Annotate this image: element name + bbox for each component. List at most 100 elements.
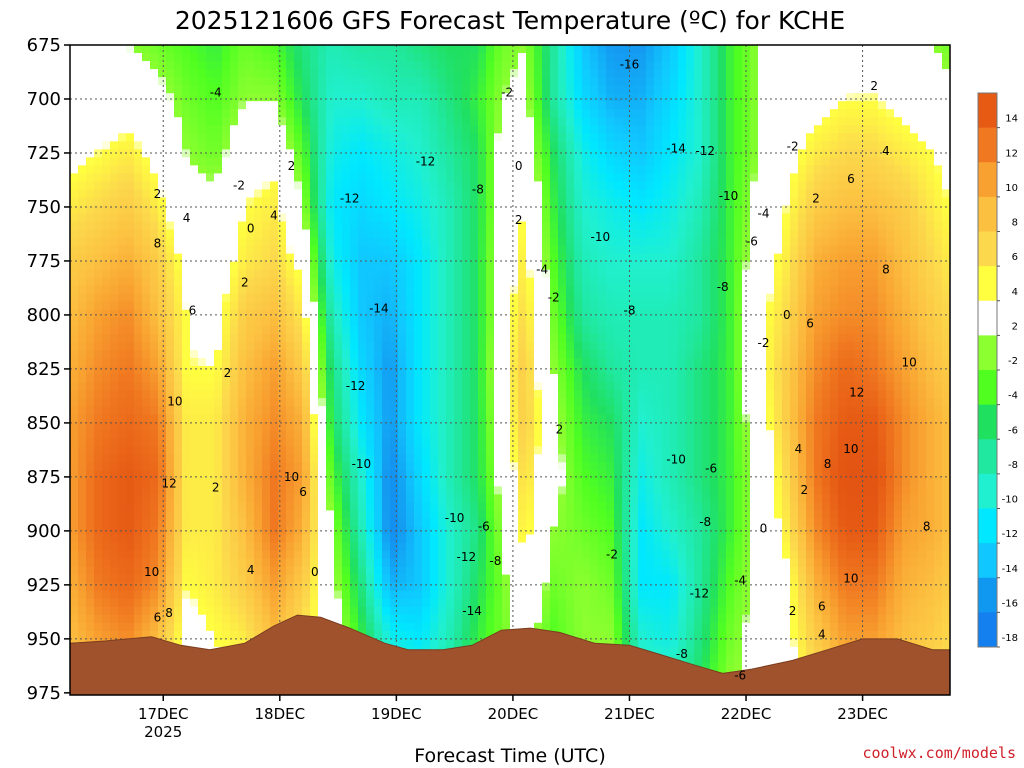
temp-cell [558,422,567,431]
temp-cell [222,293,231,303]
temp-cell [510,277,519,287]
temp-cell [470,446,479,455]
temp-cell [262,141,271,150]
temp-cell [302,309,311,319]
temp-cell [534,221,543,231]
temp-cell [94,165,103,174]
temp-cell [462,149,471,158]
temp-cell [542,117,551,126]
temp-cell [454,109,463,118]
temp-cell [150,261,159,271]
temp-cell [342,614,351,624]
temp-cell [254,349,263,359]
temp-cell [342,301,351,311]
temp-cell [390,101,399,110]
temp-cell [350,149,359,158]
temp-cell [374,157,383,166]
temp-cell [310,117,319,126]
temp-cell [318,269,327,279]
temp-cell [278,165,287,174]
temp-cell [350,422,359,431]
temp-cell [334,101,343,110]
temp-cell [134,566,143,576]
temp-cell [390,301,399,311]
temp-cell [470,181,479,191]
temp-cell [78,590,87,600]
temp-cell [278,582,287,592]
temp-cell [374,357,383,367]
temp-cell [414,470,423,479]
temp-cell [238,606,247,616]
temp-cell [438,630,447,640]
temp-cell [158,229,167,239]
temp-cell [438,333,447,343]
temp-cell [518,141,527,150]
temp-cell [214,197,223,207]
temp-cell [454,301,463,311]
temp-cell [174,61,183,70]
temp-cell [214,357,223,367]
temp-cell [454,277,463,287]
temp-cell [110,277,119,287]
temp-cell [238,566,247,576]
temp-cell [238,133,247,142]
temp-cell [110,614,119,624]
temp-cell [494,622,503,632]
temp-cell [462,494,471,503]
temp-cell [118,349,127,359]
temp-cell [382,590,391,600]
temp-cell [214,93,223,102]
temp-cell [406,293,415,303]
temp-cell [294,157,303,166]
temp-cell [190,85,199,94]
temp-cell [470,374,479,383]
temp-cell [454,630,463,640]
temp-cell [182,197,191,207]
temp-cell [318,205,327,215]
temp-cell [198,69,207,78]
temp-cell [262,606,271,616]
temp-cell [478,349,487,359]
temp-cell [390,574,399,584]
temp-cell [390,454,399,463]
temp-cell [518,614,527,624]
temp-cell [166,390,175,399]
temp-cell [158,117,167,126]
temp-cell [462,390,471,399]
temp-cell [230,85,239,94]
temp-cell [390,205,399,215]
temp-cell [494,285,503,295]
temp-cell [454,382,463,391]
temp-cell [478,253,487,263]
temp-cell [526,229,535,239]
temp-cell [454,550,463,560]
temp-cell [318,277,327,287]
temp-cell [86,301,95,311]
temp-cell [518,261,527,271]
temp-cell [286,590,295,600]
temp-cell [254,45,263,54]
temp-cell [454,53,463,62]
temp-cell [158,486,167,495]
temp-cell [278,534,287,544]
temp-cell [230,253,239,263]
temp-cell [422,582,431,592]
temp-cell [254,69,263,78]
temp-cell [286,357,295,367]
temp-cell [294,590,303,600]
temp-cell [550,221,559,231]
temp-cell [430,221,439,231]
temp-cell [310,69,319,78]
temp-cell [246,365,255,375]
temp-cell [454,157,463,166]
temp-cell [454,598,463,608]
temp-cell [294,598,303,608]
temp-cell [174,349,183,359]
temp-cell [246,165,255,174]
temp-cell [478,61,487,70]
temp-cell [126,566,135,576]
temp-cell [78,462,87,471]
temp-cell [406,197,415,207]
temp-cell [390,422,399,431]
temp-cell [526,494,535,503]
